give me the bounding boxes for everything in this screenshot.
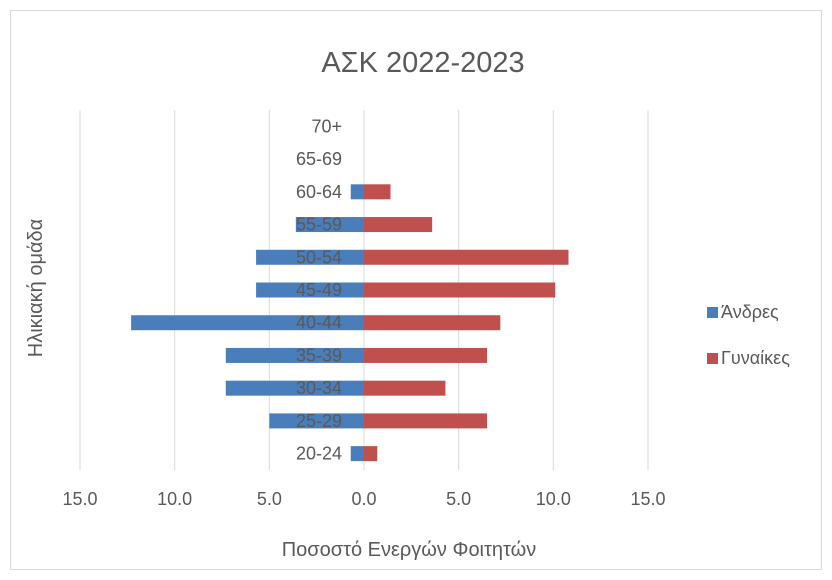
bar-women xyxy=(364,184,391,200)
legend-swatch xyxy=(707,307,718,318)
category-label: 70+ xyxy=(311,116,342,136)
bar-men xyxy=(225,347,364,363)
bars xyxy=(131,184,569,462)
bar-men xyxy=(295,217,364,233)
x-tick-label: 10.0 xyxy=(157,489,192,509)
bar-women xyxy=(364,315,501,331)
bar-women xyxy=(364,217,433,233)
bar-women xyxy=(364,446,378,462)
x-tick-label: 15.0 xyxy=(62,489,97,509)
bar-women xyxy=(364,347,488,363)
x-tick-label: 15.0 xyxy=(630,489,665,509)
category-label: 25-29 xyxy=(296,411,342,431)
x-tick-label: 0.0 xyxy=(351,489,376,509)
bar-men xyxy=(256,282,364,298)
x-tick-labels: 15.0 10.0 5.0 0.0 5.0 10.0 15.0 xyxy=(62,489,665,509)
legend: Άνδρες Γυναίκες xyxy=(707,302,790,368)
category-label: 45-49 xyxy=(296,280,342,300)
bar-men xyxy=(350,184,364,200)
category-label: 55-59 xyxy=(296,215,342,235)
bar-women xyxy=(364,380,446,396)
category-label: 30-34 xyxy=(296,378,342,398)
x-tick-label: 5.0 xyxy=(257,489,282,509)
category-label: 50-54 xyxy=(296,247,342,267)
bar-men xyxy=(131,315,364,331)
category-label: 35-39 xyxy=(296,345,342,365)
category-label: 65-69 xyxy=(296,149,342,169)
category-labels: 20-24 25-29 30-34 35-39 40-44 45-49 50-54 55-59… xyxy=(296,116,342,463)
bar-men xyxy=(225,380,364,396)
category-label: 40-44 xyxy=(296,313,342,333)
bar-men xyxy=(256,249,364,265)
bar-men xyxy=(269,413,364,429)
bar-women xyxy=(364,282,556,298)
x-tick-label: 5.0 xyxy=(446,489,471,509)
legend-label: Άνδρες xyxy=(721,302,779,322)
x-axis-label: Ποσοστό Ενεργών Φοιτητών xyxy=(282,539,537,561)
legend-label: Γυναίκες xyxy=(721,348,790,368)
y-axis-label: Ηλικιακή ομάδα xyxy=(25,219,47,357)
bar-women xyxy=(364,413,488,429)
legend-swatch xyxy=(707,353,718,364)
bar-men xyxy=(350,446,364,462)
x-tick-label: 10.0 xyxy=(536,489,571,509)
category-label: 20-24 xyxy=(296,444,342,464)
chart-title: ΑΣΚ 2022-2023 xyxy=(321,47,524,79)
category-label: 60-64 xyxy=(296,182,342,202)
bar-women xyxy=(364,249,569,265)
